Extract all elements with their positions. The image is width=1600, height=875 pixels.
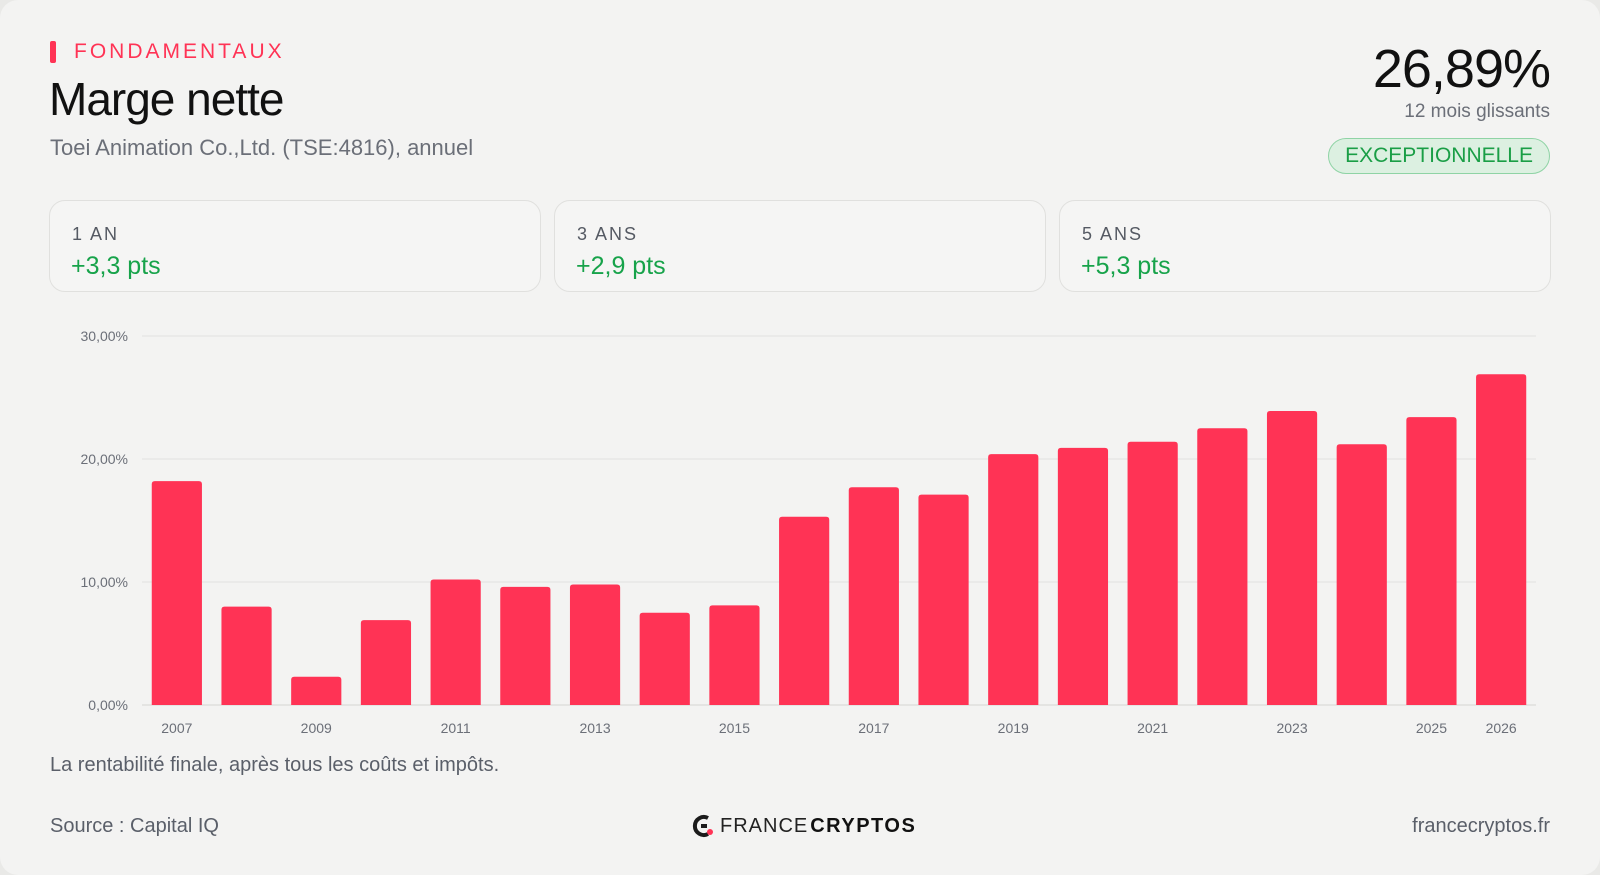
stat-card-5y: 5 ANS +5,3 pts bbox=[1059, 200, 1551, 292]
bar-2013 bbox=[569, 584, 621, 705]
bar-2010 bbox=[360, 620, 412, 705]
bar-2017 bbox=[848, 487, 899, 705]
eyebrow-accent-bar bbox=[50, 41, 56, 63]
x-tick-label: 2015 bbox=[719, 720, 750, 736]
bar-2009 bbox=[291, 676, 342, 705]
bar-2023 bbox=[1266, 411, 1318, 705]
eyebrow: FONDAMENTAUX bbox=[50, 40, 285, 64]
bar-2022 bbox=[1197, 428, 1248, 705]
bar-2007 bbox=[151, 481, 202, 705]
bar-2014 bbox=[639, 612, 690, 705]
page-subtitle: Toei Animation Co.,Ltd. (TSE:4816), annu… bbox=[50, 135, 474, 160]
brand-logo: FRANCE CRYPTOS bbox=[692, 814, 916, 838]
y-tick-label: 30,00% bbox=[81, 328, 128, 344]
bar-2024 bbox=[1336, 444, 1387, 705]
site-link[interactable]: francecryptos.fr bbox=[1412, 815, 1550, 837]
x-tick-label: 2009 bbox=[301, 720, 332, 736]
stat-label: 1 AN bbox=[72, 224, 120, 244]
x-tick-label: 2019 bbox=[998, 720, 1029, 736]
x-tick-label: 2025 bbox=[1416, 720, 1447, 736]
brand-logo-text-bold: CRYPTOS bbox=[810, 814, 917, 837]
stat-value: +2,9 pts bbox=[576, 252, 666, 280]
source-label: Source : Capital IQ bbox=[50, 815, 219, 837]
brand-logo-icon bbox=[692, 815, 713, 837]
eyebrow-label: FONDAMENTAUX bbox=[74, 40, 285, 63]
bar-chart: 0,00% 10,00% 20,00% 30,00% 2007 2009 2011 2013 2… bbox=[81, 328, 1536, 736]
bar-2021 bbox=[1127, 441, 1178, 705]
headline-value: 26,89% bbox=[1372, 39, 1551, 99]
x-tick-label: 2017 bbox=[858, 720, 889, 736]
stat-label: 5 ANS bbox=[1082, 224, 1144, 244]
x-tick-label: 2011 bbox=[441, 720, 471, 736]
bar-2019 bbox=[988, 454, 1039, 705]
stat-value: +3,3 pts bbox=[71, 252, 161, 280]
bar-2018 bbox=[918, 494, 969, 705]
headline-caption: 12 mois glissants bbox=[1404, 101, 1550, 122]
bar-2020 bbox=[1057, 447, 1109, 705]
bar-2008 bbox=[221, 606, 272, 705]
bar-2016 bbox=[779, 516, 830, 705]
x-tick-label: 2013 bbox=[579, 720, 610, 736]
y-tick-label: 10,00% bbox=[81, 574, 128, 590]
bar-2026 bbox=[1476, 374, 1527, 705]
bar-2025 bbox=[1406, 417, 1457, 705]
bar-2012 bbox=[500, 586, 551, 705]
x-tick-label: 2026 bbox=[1486, 720, 1517, 736]
x-tick-label: 2007 bbox=[161, 720, 192, 736]
chart-caption: La rentabilité finale, après tous les co… bbox=[50, 754, 500, 776]
y-tick-label: 20,00% bbox=[81, 451, 128, 467]
stat-label: 3 ANS bbox=[577, 224, 639, 244]
brand-logo-text-light: FRANCE bbox=[720, 814, 809, 837]
bar-2011 bbox=[430, 579, 481, 705]
x-tick-label: 2021 bbox=[1137, 720, 1168, 736]
stat-card-1y: 1 AN +3,3 pts bbox=[49, 200, 541, 292]
stat-card-3y: 3 ANS +2,9 pts bbox=[554, 200, 1046, 292]
y-tick-label: 0,00% bbox=[88, 697, 128, 713]
stat-value: +5,3 pts bbox=[1081, 252, 1171, 280]
rating-badge: EXCEPTIONNELLE bbox=[1328, 138, 1550, 174]
bar-2015 bbox=[709, 605, 760, 705]
stats-row: 1 AN +3,3 pts 3 ANS +2,9 pts 5 ANS +5,3 … bbox=[49, 200, 1551, 294]
page-title: Marge nette bbox=[49, 73, 284, 125]
x-tick-label: 2023 bbox=[1276, 720, 1307, 736]
